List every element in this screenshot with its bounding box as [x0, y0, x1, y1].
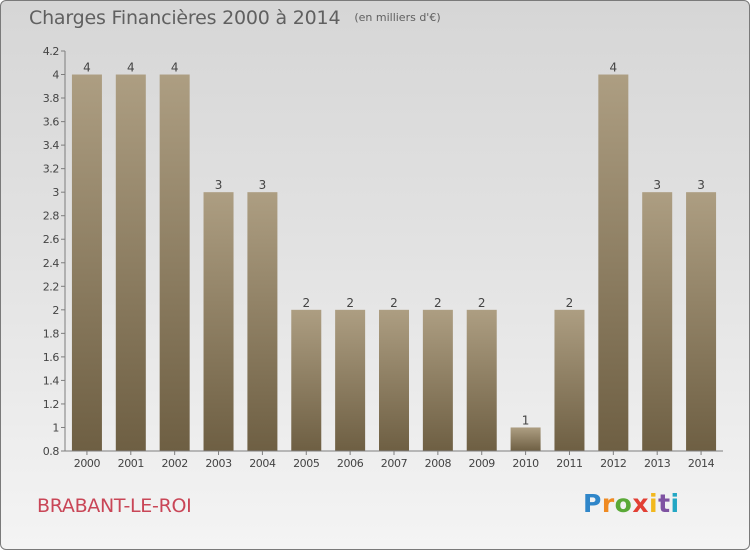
bar-value-label: 2 — [434, 296, 442, 310]
x-tick-label: 2003 — [205, 457, 232, 470]
bar-2012 — [598, 74, 629, 451]
y-tick-label: 2.4 — [43, 257, 60, 270]
bar-value-label: 1 — [522, 413, 530, 427]
y-tick-label: 3.8 — [43, 92, 60, 105]
x-tick-label: 2011 — [556, 457, 582, 470]
x-tick-label: 2000 — [74, 457, 101, 470]
y-tick-label: 1 — [52, 421, 59, 434]
x-tick-label: 2005 — [293, 457, 320, 470]
bar-2010 — [510, 427, 541, 451]
bar-2011 — [554, 309, 585, 451]
y-tick-label: 2 — [52, 304, 59, 317]
x-tick-label: 2012 — [600, 457, 626, 470]
y-tick-label: 4 — [52, 69, 59, 82]
bar-2007 — [379, 309, 409, 451]
bar-value-label: 2 — [390, 296, 398, 310]
y-tick-label: 1.6 — [43, 351, 60, 364]
x-tick-label: 2002 — [161, 457, 187, 470]
y-tick-label: 2.2 — [43, 280, 59, 293]
bar-value-label: 4 — [83, 61, 91, 75]
y-tick-label: 2.6 — [43, 233, 60, 246]
y-tick-label: 4.2 — [43, 45, 59, 58]
y-tick-label: 1.4 — [43, 374, 60, 387]
bar-2001 — [115, 74, 146, 451]
chart-unit-note: (en milliers d'€) — [354, 11, 441, 24]
bar-value-label: 2 — [346, 296, 354, 310]
bar-2004 — [247, 192, 278, 452]
y-tick-label: 2.8 — [43, 210, 60, 223]
x-tick-label: 2006 — [337, 457, 364, 470]
bar-value-label: 4 — [610, 61, 618, 75]
bar-value-label: 4 — [171, 61, 179, 75]
bar-value-label: 2 — [566, 296, 574, 310]
y-tick-label: 1.2 — [43, 398, 59, 411]
bar-2005 — [291, 309, 322, 451]
bar-2003 — [203, 192, 234, 452]
x-tick-label: 2010 — [512, 457, 539, 470]
bar-2002 — [159, 74, 190, 451]
labels-layer: 4 2000 4 2001 4 2002 3 2003 3 2004 2 2005 2 2006 2 2007… — [74, 61, 715, 470]
x-tick-label: 2004 — [249, 457, 276, 470]
y-tick-label: 0.8 — [43, 445, 60, 458]
bar-2008 — [422, 309, 453, 451]
bar-value-label: 3 — [215, 178, 223, 192]
bar-2009 — [466, 309, 497, 451]
x-tick-label: 2014 — [688, 457, 715, 470]
commune-name: BRABANT-LE-ROI — [37, 495, 192, 517]
bar-2000 — [71, 74, 102, 451]
x-tick-label: 2013 — [644, 457, 671, 470]
chart-title: Charges Financières 2000 à 2014 — [29, 7, 341, 29]
x-tick-label: 2009 — [469, 457, 496, 470]
bar-2006 — [335, 309, 366, 451]
y-tick-label: 3.6 — [43, 116, 60, 129]
proxiti-logo[interactable]: Proxiti — [583, 489, 680, 518]
bar-value-label: 2 — [478, 296, 486, 310]
title-row: Charges Financières 2000 à 2014 (en milli… — [29, 7, 441, 29]
y-tick-label: 3.4 — [43, 139, 60, 152]
bar-2014 — [686, 192, 717, 452]
y-tick-label: 1.8 — [43, 327, 60, 340]
bar-value-label: 4 — [127, 61, 135, 75]
bars-layer — [71, 74, 717, 452]
bar-value-label: 3 — [697, 178, 705, 192]
axis-layer: 0.8 1 1.2 1.4 1.6 1.8 2 2.2 2.4 2.6 2.8 3 3.2 3.4 3.6 3… — [43, 45, 723, 458]
bar-value-label: 2 — [302, 296, 310, 310]
y-tick-label: 3 — [52, 186, 59, 199]
y-tick-label: 3.2 — [43, 163, 59, 176]
bar-value-label: 3 — [259, 178, 267, 192]
bar-value-label: 3 — [653, 178, 661, 192]
x-tick-label: 2007 — [381, 457, 408, 470]
x-tick-label: 2001 — [118, 457, 144, 470]
bar-2013 — [642, 192, 673, 452]
x-tick-label: 2008 — [425, 457, 452, 470]
